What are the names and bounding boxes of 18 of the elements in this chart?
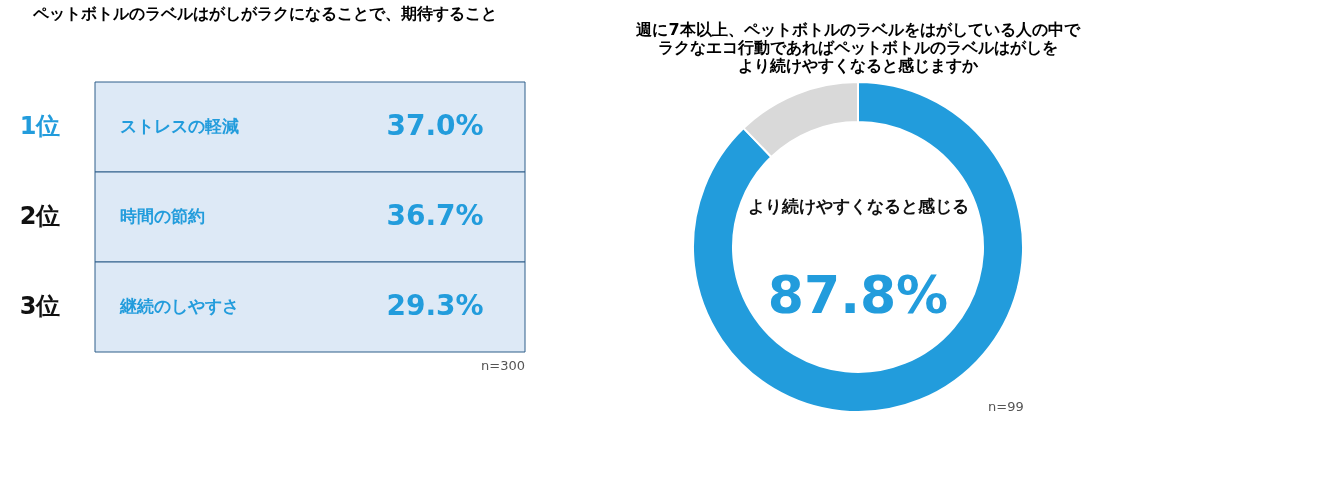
slice-label: より続けやすくなると感じる (747, 196, 969, 216)
donut-slice (692, 81, 1024, 413)
text: 1位 (19, 112, 61, 140)
data-label: 29.3% (386, 289, 484, 322)
data-label: 36.7% (386, 199, 484, 232)
text: ラクなエコ行動であればペットボトルのラベルはがしを (658, 38, 1058, 57)
text: 週に7本以上、ペットボトルのラベルをはがしている人の中で (636, 20, 1080, 39)
data-label: 87.8% (767, 265, 949, 325)
text: 2位 (19, 202, 61, 230)
category-label: 時間の節約 (120, 206, 205, 226)
category-label: ストレスの軽減 (120, 116, 239, 136)
text: n=300 (481, 358, 525, 373)
text: 3位 (19, 292, 61, 320)
text: n=99 (988, 399, 1024, 414)
text: より続けやすくなると感じますか (738, 56, 978, 75)
text: ペットボトルのラベルはがしがラクになることで、期待すること (32, 3, 497, 23)
category-label: 継続のしやすさ (119, 296, 239, 316)
data-label: 37.0% (386, 109, 484, 142)
